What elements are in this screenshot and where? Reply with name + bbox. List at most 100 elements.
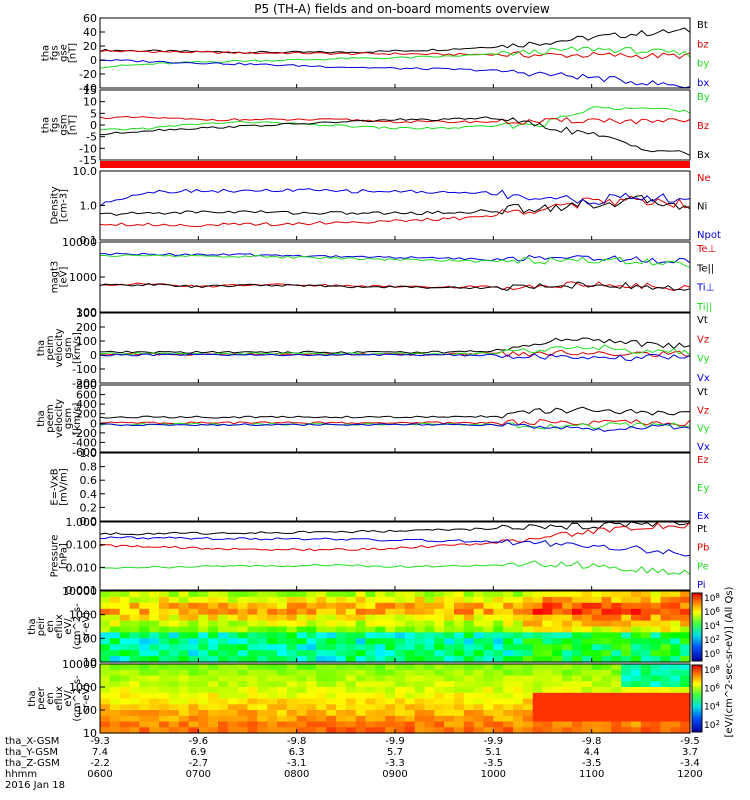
heatmap-cell — [621, 602, 632, 610]
heatmap-cell — [404, 715, 416, 723]
heatmap-cell — [129, 632, 140, 639]
heatmap-cell — [463, 602, 475, 610]
heatmap-cell — [168, 692, 180, 700]
heatmap-cell — [198, 698, 209, 705]
heatmap-cell — [208, 614, 219, 622]
heatmap-cell — [395, 632, 406, 639]
heatmap-cell — [355, 591, 367, 598]
heatmap-cell — [237, 687, 249, 694]
series-line-Bt — [99, 27, 691, 54]
heatmap-cell — [345, 715, 357, 723]
y-tick-label: 10 — [83, 96, 97, 109]
heatmap-cell — [218, 664, 229, 671]
heatmap-cell — [444, 591, 455, 598]
heatmap-cell — [414, 591, 426, 598]
heatmap-cell — [601, 664, 612, 671]
heatmap-cell — [493, 698, 504, 705]
heatmap-cell — [336, 644, 347, 651]
y-axis-label: Density — [50, 186, 61, 224]
heatmap-cell — [227, 614, 239, 622]
heatmap-cell — [591, 715, 603, 723]
heatmap-cell — [188, 591, 199, 598]
heatmap-cell — [454, 715, 465, 723]
heatmap-cell — [424, 596, 435, 604]
y-tick-label: 0.010 — [66, 561, 98, 574]
heatmap-cell — [473, 698, 485, 705]
heatmap-cell — [306, 675, 317, 682]
heatmap-cell — [326, 591, 337, 598]
heatmap-cell — [463, 626, 475, 633]
heatmap-cell — [591, 650, 603, 657]
heatmap-cell — [572, 698, 583, 705]
heatmap-cell — [286, 698, 298, 705]
heatmap-cell — [316, 650, 327, 657]
heatmap-cell — [650, 721, 662, 728]
heatmap-cell — [277, 591, 288, 598]
y-axis-label: [nT] — [68, 115, 79, 135]
heatmap-cell — [670, 656, 681, 663]
heatmap-cell — [129, 727, 140, 734]
heatmap-cell — [680, 656, 691, 663]
heatmap-cell — [100, 644, 111, 651]
heatmap-cell — [454, 656, 465, 663]
heatmap-cell — [434, 650, 445, 657]
heatmap-cell — [277, 656, 288, 663]
y-tick-label: 0.001 — [66, 584, 98, 597]
heatmap-cell — [247, 675, 258, 682]
heatmap-cell — [601, 704, 612, 711]
heatmap-cell — [522, 721, 534, 728]
heatmap-cell — [473, 608, 485, 616]
time-tick-label: 0800 — [284, 769, 309, 780]
heatmap-cell — [227, 675, 239, 682]
heatmap-cell — [109, 650, 121, 657]
heatmap-cell — [601, 656, 612, 663]
heatmap-cell — [463, 620, 475, 628]
heatmap-cell — [650, 656, 662, 663]
heatmap-cell — [552, 614, 563, 622]
y-tick-label: -100 — [72, 363, 97, 376]
heatmap-cell — [601, 614, 612, 622]
heatmap-cell — [119, 710, 131, 717]
heatmap-cell — [208, 620, 219, 628]
y-tick-label: 1.000 — [66, 516, 98, 529]
heatmap-cell — [454, 632, 465, 639]
heatmap-cell — [483, 638, 494, 645]
time-tick-label: 0700 — [186, 769, 211, 780]
heatmap-cell — [414, 704, 426, 711]
heatmap-cell — [149, 664, 160, 671]
heatmap-cell — [326, 710, 337, 717]
heatmap-cell — [247, 638, 258, 645]
heatmap-cell — [178, 626, 190, 633]
heatmap-cell — [483, 675, 494, 682]
heatmap-cell — [385, 669, 396, 677]
heatmap-cell — [336, 632, 347, 639]
heatmap-cell — [503, 727, 514, 734]
heatmap-cell — [277, 596, 288, 604]
heatmap-cell — [483, 650, 494, 657]
heatmap-cell — [631, 692, 642, 700]
heatmap-cell — [473, 727, 485, 734]
heatmap-cell — [188, 692, 199, 700]
y-tick-label: 600 — [76, 389, 97, 402]
heatmap-cell — [100, 727, 111, 734]
heatmap-cell — [316, 698, 327, 705]
heatmap-cell — [168, 715, 180, 723]
heatmap-cell — [670, 669, 681, 677]
heatmap-cell — [365, 698, 376, 705]
heatmap-cell — [277, 638, 288, 645]
heatmap-cell — [345, 687, 357, 694]
ephemeris-value: -9.8 — [287, 736, 307, 747]
heatmap-cell — [208, 656, 219, 663]
heatmap-cell — [640, 692, 652, 700]
heatmap-cell — [631, 602, 642, 610]
ephemeris-value: -9.9 — [385, 736, 405, 747]
heatmap-cell — [159, 704, 170, 711]
heatmap-cell — [454, 626, 465, 633]
heatmap-cell — [503, 626, 514, 633]
heatmap-cell — [129, 591, 140, 598]
heatmap-cell — [552, 687, 563, 694]
y-axis-label: tha — [36, 340, 47, 356]
heatmap-cell — [385, 620, 396, 628]
heatmap-cell — [198, 632, 209, 639]
